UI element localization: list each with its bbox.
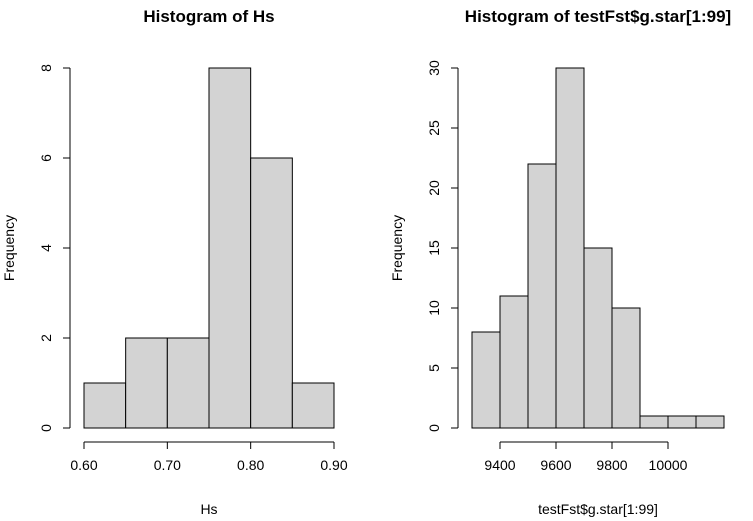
histogram-bar <box>291 382 335 429</box>
histogram-bar <box>83 382 127 429</box>
y-tick-label: 2 <box>38 334 54 342</box>
histogram-bar <box>695 415 725 429</box>
histogram-bar <box>166 337 210 429</box>
histogram-bar <box>555 67 585 429</box>
histogram-bar <box>471 331 501 429</box>
histogram-gstar-panel: Histogram of testFst$g.star[1:99] testFs… <box>389 7 731 517</box>
x-tick-label: 9400 <box>484 457 515 473</box>
y-axis-label: Frequency <box>389 215 405 281</box>
x-tick-label: 9600 <box>540 457 571 473</box>
x-axis-label: Hs <box>200 501 217 517</box>
y-tick-label: 4 <box>38 244 54 252</box>
y-tick-label: 0 <box>38 424 54 432</box>
histogram-bar <box>527 163 557 429</box>
chart-title: Histogram of Hs <box>143 7 274 26</box>
histogram-bar <box>208 67 252 429</box>
chart-title: Histogram of testFst$g.star[1:99] <box>465 7 731 26</box>
x-tick-label: 0.90 <box>320 457 347 473</box>
y-tick-label: 5 <box>426 364 442 372</box>
x-tick-label: 10000 <box>649 457 688 473</box>
histogram-bar <box>667 415 697 429</box>
histogram-bar <box>250 157 293 429</box>
y-axis-label: Frequency <box>1 215 17 281</box>
y-tick-label: 30 <box>426 60 442 76</box>
x-axis: 0.60 0.70 0.80 0.90 <box>70 441 348 473</box>
histogram-bar <box>639 415 669 429</box>
y-axis: 0 5 10 15 20 25 30 <box>426 60 459 432</box>
x-tick-label: 0.70 <box>154 457 181 473</box>
bar-group <box>83 67 335 429</box>
x-tick-label: 9800 <box>596 457 627 473</box>
y-tick-label: 20 <box>426 180 442 196</box>
x-tick-label: 0.60 <box>70 457 97 473</box>
y-tick-label: 25 <box>426 120 442 136</box>
histogram-bar <box>125 337 168 429</box>
histogram-bar <box>583 247 613 429</box>
y-tick-label: 10 <box>426 300 442 316</box>
y-tick-label: 15 <box>426 240 442 256</box>
x-tick-label: 0.80 <box>237 457 264 473</box>
y-axis: 0 2 4 6 8 <box>38 64 71 432</box>
x-axis: 9400 9600 9800 10000 <box>484 441 688 473</box>
y-tick-label: 6 <box>38 154 54 162</box>
histogram-hs-panel: Histogram of Hs Hs Frequency 0.60 0.70 0.8… <box>1 7 348 517</box>
histogram-bar <box>611 307 641 429</box>
y-tick-label: 8 <box>38 64 54 72</box>
histogram-bar <box>499 295 529 429</box>
x-axis-label: testFst$g.star[1:99] <box>538 501 658 517</box>
bar-group <box>471 67 725 429</box>
y-tick-label: 0 <box>426 424 442 432</box>
